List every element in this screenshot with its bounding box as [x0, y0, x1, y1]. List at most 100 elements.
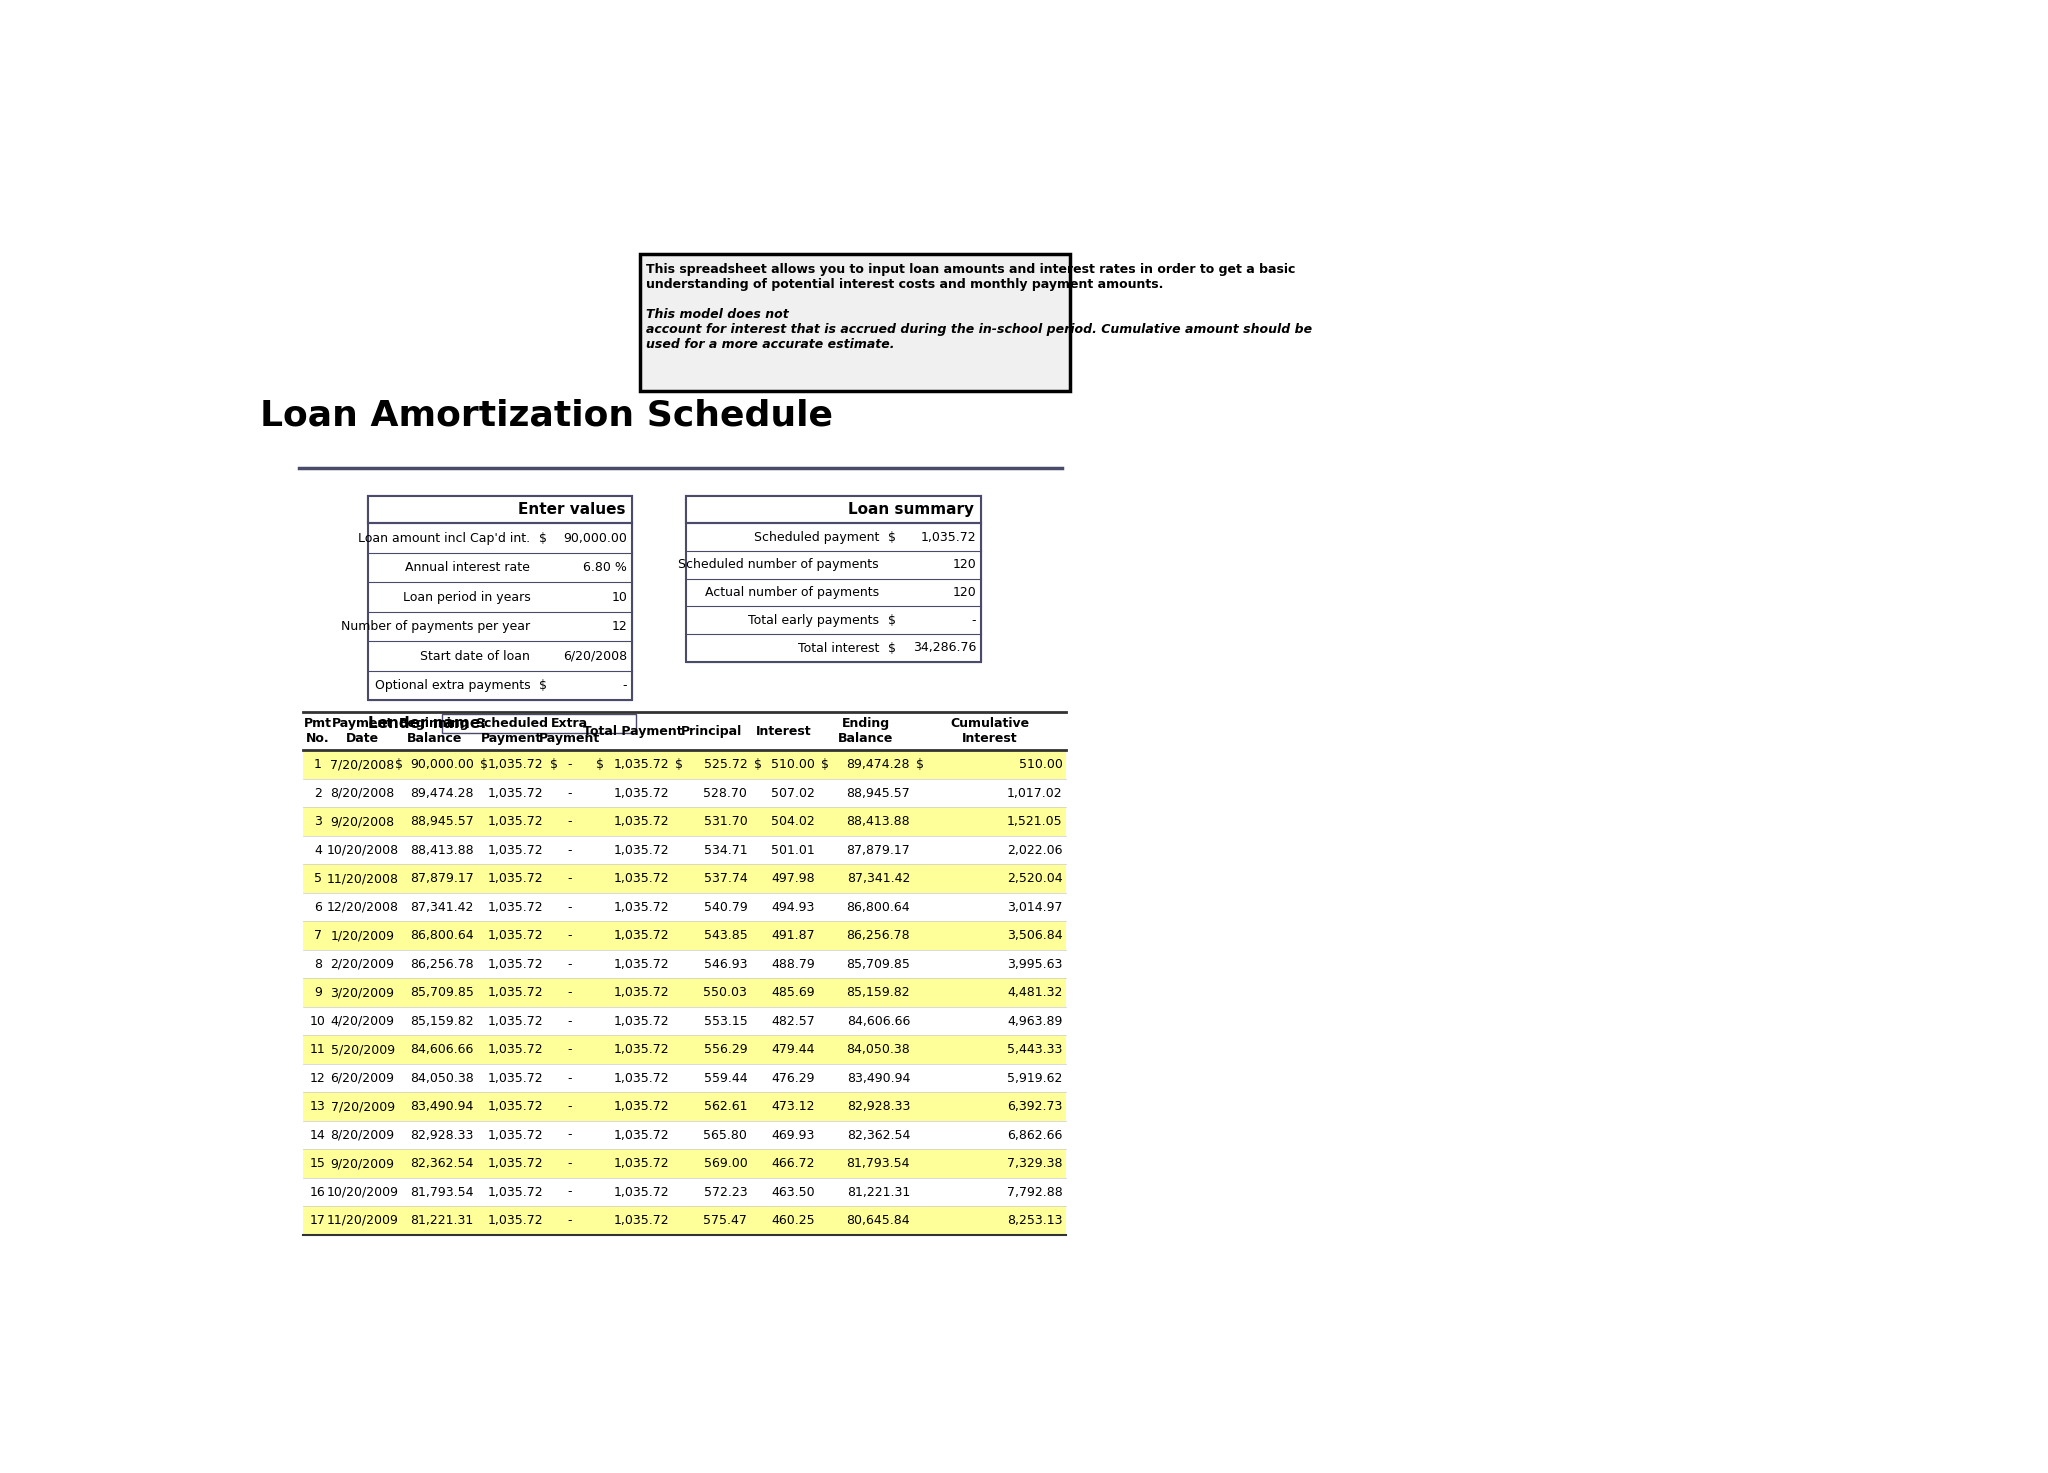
Bar: [535, 552, 633, 582]
Text: $: $: [887, 530, 895, 544]
Bar: [303, 1149, 1065, 1178]
Text: Total Payment: Total Payment: [584, 725, 682, 738]
Text: 10/20/2008: 10/20/2008: [326, 844, 399, 857]
Bar: [885, 551, 981, 579]
Text: 553.15: 553.15: [705, 1015, 748, 1028]
Text: 476.29: 476.29: [772, 1071, 815, 1084]
Text: 83,490.94: 83,490.94: [410, 1100, 473, 1114]
Bar: [303, 893, 1065, 921]
Text: -: -: [567, 1071, 571, 1084]
Text: 80,645.84: 80,645.84: [846, 1214, 909, 1227]
Text: 1,035.72: 1,035.72: [487, 1071, 543, 1084]
Text: 504.02: 504.02: [770, 815, 815, 828]
Text: 6/20/2008: 6/20/2008: [563, 650, 627, 663]
Bar: [369, 582, 535, 611]
Bar: [639, 253, 1069, 390]
Text: 510.00: 510.00: [770, 759, 815, 772]
Bar: [303, 921, 1065, 950]
Text: 1,035.72: 1,035.72: [614, 1100, 670, 1114]
Bar: [885, 523, 981, 551]
Text: -: -: [567, 1156, 571, 1170]
Bar: [303, 835, 1065, 865]
Bar: [369, 496, 633, 700]
Text: 1,035.72: 1,035.72: [487, 787, 543, 800]
Text: 6.80 %: 6.80 %: [584, 561, 627, 574]
Text: $: $: [479, 759, 487, 772]
Text: 485.69: 485.69: [772, 985, 815, 999]
Text: 13: 13: [309, 1100, 326, 1114]
Text: 2: 2: [313, 787, 322, 800]
Text: 3,014.97: 3,014.97: [1008, 900, 1063, 913]
Text: 5: 5: [313, 872, 322, 885]
Text: 86,800.64: 86,800.64: [410, 929, 473, 943]
Text: $: $: [539, 532, 547, 545]
Text: 120: 120: [952, 586, 977, 600]
Text: $: $: [539, 679, 547, 692]
Bar: [369, 641, 535, 670]
Text: 540.79: 540.79: [705, 900, 748, 913]
Text: Optional extra payments: Optional extra payments: [375, 679, 530, 692]
Text: 12: 12: [309, 1071, 326, 1084]
Text: 88,413.88: 88,413.88: [846, 815, 909, 828]
Text: 1,035.72: 1,035.72: [614, 1214, 670, 1227]
Text: 10: 10: [612, 591, 627, 604]
Text: 1,035.72: 1,035.72: [614, 900, 670, 913]
Bar: [885, 579, 981, 607]
Text: -: -: [567, 815, 571, 828]
Text: -: -: [567, 957, 571, 971]
Text: $: $: [549, 759, 557, 772]
Text: 546.93: 546.93: [705, 957, 748, 971]
Bar: [686, 635, 885, 661]
Text: 1,035.72: 1,035.72: [487, 815, 543, 828]
Text: 34,286.76: 34,286.76: [913, 642, 977, 654]
Text: 494.93: 494.93: [772, 900, 815, 913]
Text: 86,256.78: 86,256.78: [846, 929, 909, 943]
Text: 2,022.06: 2,022.06: [1008, 844, 1063, 857]
Text: 5,919.62: 5,919.62: [1008, 1071, 1063, 1084]
Text: 6,862.66: 6,862.66: [1008, 1128, 1063, 1142]
Text: 4,481.32: 4,481.32: [1008, 985, 1063, 999]
Bar: [303, 1093, 1065, 1121]
Text: Extra
Payment: Extra Payment: [539, 717, 600, 745]
Text: -: -: [567, 985, 571, 999]
Text: 8,253.13: 8,253.13: [1008, 1214, 1063, 1227]
Text: 1,035.72: 1,035.72: [487, 759, 543, 772]
Text: 4/20/2009: 4/20/2009: [330, 1015, 395, 1028]
Text: 1,035.72: 1,035.72: [487, 1214, 543, 1227]
Text: 90,000.00: 90,000.00: [563, 532, 627, 545]
Bar: [686, 496, 981, 661]
Text: 510.00: 510.00: [1020, 759, 1063, 772]
Text: -: -: [623, 679, 627, 692]
Text: 1,035.72: 1,035.72: [487, 1128, 543, 1142]
Text: 88,945.57: 88,945.57: [410, 815, 473, 828]
Text: 1,035.72: 1,035.72: [614, 759, 670, 772]
Text: Total early payments: Total early payments: [748, 614, 879, 627]
Bar: [535, 670, 633, 700]
Text: 9/20/2008: 9/20/2008: [330, 815, 395, 828]
Text: 531.70: 531.70: [705, 815, 748, 828]
Text: Enter values: Enter values: [518, 502, 627, 517]
Bar: [369, 670, 535, 700]
Text: $: $: [821, 759, 829, 772]
Text: Principal: Principal: [680, 725, 741, 738]
Text: Loan amount incl Cap'd int.: Loan amount incl Cap'd int.: [358, 532, 530, 545]
Text: 4: 4: [313, 844, 322, 857]
Text: 1,035.72: 1,035.72: [920, 530, 977, 544]
Text: 460.25: 460.25: [772, 1214, 815, 1227]
Text: 83,490.94: 83,490.94: [846, 1071, 909, 1084]
Text: -: -: [567, 759, 571, 772]
Text: Scheduled
Payment: Scheduled Payment: [475, 717, 549, 745]
Text: 1/20/2009: 1/20/2009: [330, 929, 395, 943]
Text: Loan Amortization Schedule: Loan Amortization Schedule: [260, 399, 834, 433]
Text: 466.72: 466.72: [772, 1156, 815, 1170]
Text: 86,256.78: 86,256.78: [410, 957, 473, 971]
Text: -: -: [567, 900, 571, 913]
Text: 8/20/2008: 8/20/2008: [330, 787, 395, 800]
Text: 1,035.72: 1,035.72: [487, 1015, 543, 1028]
Bar: [303, 1206, 1065, 1234]
Text: 87,341.42: 87,341.42: [410, 900, 473, 913]
Text: Loan summary: Loan summary: [848, 502, 975, 517]
Text: 8: 8: [313, 957, 322, 971]
Text: 17: 17: [309, 1214, 326, 1227]
Bar: [885, 635, 981, 661]
